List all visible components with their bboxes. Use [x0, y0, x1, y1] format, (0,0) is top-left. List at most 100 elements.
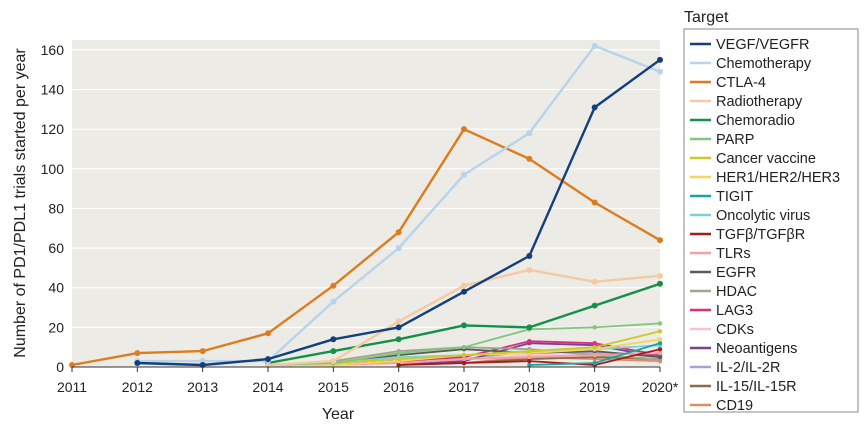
y-tick-label: 160: [41, 42, 65, 58]
data-point-ctla-4: [199, 348, 206, 355]
data-point-tlrs: [657, 350, 663, 356]
data-point-vegf-vegfr: [330, 336, 337, 343]
data-point-cancer-vaccine: [461, 352, 467, 358]
x-tick-label: 2017: [448, 379, 479, 395]
x-tick-label: 2012: [122, 379, 153, 395]
legend-label-cancer-vaccine: Cancer vaccine: [716, 151, 816, 167]
data-point-tgf-tgf-r: [657, 346, 663, 352]
legend-label-vegf-vegfr: VEGF/VEGFR: [716, 37, 809, 53]
x-tick-label: 2019: [579, 379, 610, 395]
data-point-chemoradio: [657, 280, 663, 287]
legend-label-tgf-tgf-r: TGFβ/TGFβR: [716, 227, 805, 243]
legend-label-hdac: HDAC: [716, 284, 757, 300]
legend-label-ctla-4: CTLA-4: [716, 75, 766, 91]
legend-label-parp: PARP: [716, 132, 754, 148]
data-point-ctla-4: [395, 229, 402, 236]
legend-title: Target: [684, 9, 729, 26]
y-tick-label: 0: [56, 359, 64, 375]
y-tick-label: 60: [48, 240, 64, 256]
data-point-tigit: [527, 362, 532, 368]
data-point-chemoradio: [591, 302, 598, 309]
data-point-vegf-vegfr: [395, 324, 402, 331]
data-point-tgf-tgf-r: [396, 362, 401, 368]
data-point-lag3: [527, 339, 532, 344]
data-point-chemotherapy: [395, 245, 402, 252]
data-point-vegf-vegfr: [265, 356, 271, 363]
data-point-ctla-4: [134, 350, 141, 357]
data-point-vegf-vegfr: [461, 288, 467, 295]
data-point-vegf-vegfr: [134, 360, 141, 367]
data-point-chemotherapy: [330, 298, 337, 305]
x-tick-label: 2020*: [642, 379, 679, 395]
y-axis-ticks: 0 20 40 60 80 100 120 140 160: [41, 42, 65, 375]
legend-box: [683, 28, 859, 413]
legend-label-cd19: CD19: [716, 398, 753, 414]
data-point-chemoradio: [330, 348, 337, 355]
legend-label-tigit: TIGIT: [716, 189, 753, 205]
x-tick-label: 2011: [57, 379, 87, 395]
x-tick-label: 2014: [252, 379, 283, 395]
x-tick-label: 2015: [318, 379, 349, 395]
data-point-tlrs: [461, 356, 467, 362]
data-point-vegf-vegfr: [591, 104, 598, 111]
y-tick-label: 120: [41, 121, 65, 137]
series-points: [69, 42, 663, 369]
data-point-chemotherapy: [526, 130, 533, 137]
data-point-parp: [396, 350, 401, 356]
data-point-chemoradio: [395, 336, 402, 343]
data-point-radiotherapy: [330, 358, 337, 365]
data-point-egfr: [657, 354, 663, 360]
data-point-ctla-4: [265, 330, 271, 337]
x-axis-ticks: 2011 2012 2013 2014 2015 2016 2017 2018 2019 2020…: [57, 367, 679, 395]
legend-label-chemotherapy: Chemotherapy: [716, 56, 812, 72]
data-point-tlrs: [592, 352, 597, 358]
data-point-ctla-4: [461, 126, 467, 133]
legend-label-radiotherapy: Radiotherapy: [716, 94, 803, 110]
data-point-parp: [657, 321, 663, 326]
data-point-cancer-vaccine: [396, 356, 401, 362]
data-point-vegf-vegfr: [657, 56, 663, 63]
legend-label-cdks: CDKs: [716, 322, 754, 338]
data-point-vegf-vegfr: [526, 253, 533, 260]
data-point-cancer-vaccine: [657, 329, 663, 334]
data-point-ctla-4: [657, 237, 663, 244]
data-point-chemoradio: [526, 324, 533, 331]
data-point-tigit: [592, 360, 597, 366]
data-point-chemotherapy: [591, 42, 598, 49]
y-axis-title: Number of PD1/PDL1 trials started per ye…: [12, 48, 29, 358]
data-point-ctla-4: [526, 155, 533, 162]
legend: VEGF/VEGFR Chemotherapy CTLA-4 Radiotherapy…: [690, 37, 840, 414]
data-point-lag3: [592, 341, 597, 346]
x-tick-label: 2013: [187, 379, 218, 395]
y-tick-label: 80: [48, 200, 64, 216]
x-tick-label: 2018: [514, 379, 545, 395]
y-tick-label: 140: [41, 82, 65, 98]
legend-label-egfr: EGFR: [716, 265, 756, 281]
data-point-radiotherapy: [461, 282, 467, 289]
data-point-chemotherapy: [657, 68, 663, 75]
data-point-tgf-tgf-r: [461, 360, 467, 366]
data-point-tigit: [657, 341, 663, 346]
legend-label-chemoradio: Chemoradio: [716, 113, 795, 129]
data-point-parp: [592, 325, 597, 330]
data-point-parp: [461, 344, 467, 350]
data-point-radiotherapy: [591, 278, 598, 285]
y-tick-label: 40: [48, 280, 64, 296]
data-point-radiotherapy: [657, 272, 663, 279]
legend-label-oncolytic-virus: Oncolytic virus: [716, 208, 810, 224]
data-point-radiotherapy: [395, 318, 402, 325]
x-axis-title: Year: [322, 406, 355, 423]
data-point-cancer-vaccine: [592, 344, 597, 350]
data-point-tgf-tgf-r: [527, 358, 532, 364]
legend-label-lag3: LAG3: [716, 303, 753, 319]
data-point-radiotherapy: [526, 266, 533, 273]
data-point-cancer-vaccine: [527, 348, 532, 354]
legend-label-il-2-il-2r: IL-2/IL-2R: [716, 360, 780, 376]
data-point-her1-her2-her3: [657, 337, 663, 342]
data-point-tlrs: [527, 354, 532, 360]
x-tick-label: 2016: [383, 379, 414, 395]
y-tick-label: 20: [48, 319, 64, 335]
data-point-ctla-4: [591, 199, 598, 206]
